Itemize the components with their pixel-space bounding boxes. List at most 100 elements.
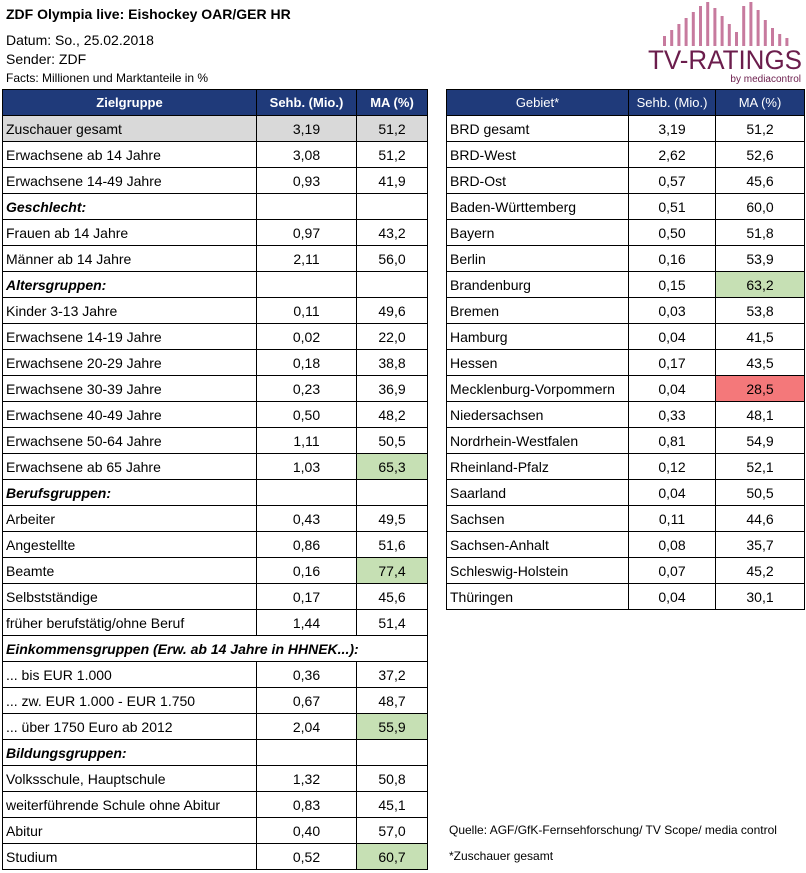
row-label: Brandenburg (446, 271, 629, 298)
market-share-cell: 45,2 (715, 557, 805, 584)
row-label: Erwachsene 30-39 Jahre (2, 375, 257, 402)
table-row: Selbstständige 0,17 45,6 (2, 583, 428, 610)
viewers-cell: 0,50 (256, 401, 357, 428)
viewers-cell: 0,11 (628, 505, 716, 532)
logo-bar (749, 2, 753, 46)
viewers-cell: 0,52 (256, 843, 357, 870)
market-share-cell: 57,0 (356, 817, 428, 844)
row-label: Erwachsene 40-49 Jahre (2, 401, 257, 428)
table-row: Arbeiter 0,43 49,5 (2, 505, 428, 532)
column-header-sehb: Sehb. (Mio.) (628, 89, 716, 116)
row-label: ... zw. EUR 1.000 - EUR 1.750 (2, 687, 257, 714)
viewers-cell: 1,11 (256, 427, 357, 454)
row-label: Nordrhein-Westfalen (446, 427, 629, 454)
market-share-cell: 28,5 (715, 375, 805, 402)
market-share-cell: 54,9 (715, 427, 805, 454)
table-row: Rheinland-Pfalz 0,12 52,1 (446, 453, 805, 480)
market-share-cell: 30,1 (715, 583, 805, 610)
market-share-cell: 38,8 (356, 349, 428, 376)
table-row: Erwachsene 14-49 Jahre 0,93 41,9 (2, 167, 428, 194)
table-row: Geschlecht: (2, 193, 428, 220)
row-label: Baden-Württemberg (446, 193, 629, 220)
row-label: BRD gesamt (446, 115, 629, 142)
row-label: Erwachsene ab 14 Jahre (2, 141, 257, 168)
table-row: Schleswig-Holstein 0,07 45,2 (446, 557, 805, 584)
row-label: ... über 1750 Euro ab 2012 (2, 713, 257, 740)
table-row: BRD-Ost 0,57 45,6 (446, 167, 805, 194)
market-share-cell (356, 271, 428, 298)
market-share-cell: 51,8 (715, 219, 805, 246)
market-share-cell: 44,6 (715, 505, 805, 532)
viewers-cell: 1,32 (256, 765, 357, 792)
market-share-cell: 48,2 (356, 401, 428, 428)
row-label: früher berufstätig/ohne Beruf (2, 609, 257, 636)
viewers-cell: 0,16 (628, 245, 716, 272)
table-row: Erwachsene 20-29 Jahre 0,18 38,8 (2, 349, 428, 376)
channel-line: Sender: ZDF (6, 51, 87, 67)
viewers-cell: 0,40 (256, 817, 357, 844)
column-header-ma: MA (%) (715, 89, 805, 116)
table-row: BRD-West 2,62 52,6 (446, 141, 805, 168)
market-share-cell: 50,8 (356, 765, 428, 792)
table-row: Nordrhein-Westfalen 0,81 54,9 (446, 427, 805, 454)
viewers-cell: 0,11 (256, 297, 357, 324)
table-row: Angestellte 0,86 51,6 (2, 531, 428, 558)
row-label: Erwachsene 14-49 Jahre (2, 167, 257, 194)
table-row: Erwachsene 14-19 Jahre 0,02 22,0 (2, 323, 428, 350)
table-row: Erwachsene ab 65 Jahre 1,03 65,3 (2, 453, 428, 480)
market-share-cell: 65,3 (356, 453, 428, 480)
viewers-cell: 2,62 (628, 141, 716, 168)
viewers-cell: 0,18 (256, 349, 357, 376)
table-row: weiterführende Schule ohne Abitur 0,83 45,… (2, 791, 428, 818)
viewers-cell: 0,16 (256, 557, 357, 584)
table-row: Hessen 0,17 43,5 (446, 349, 805, 376)
row-label: BRD-Ost (446, 167, 629, 194)
table-row: Bremen 0,03 53,8 (446, 297, 805, 324)
market-share-cell: 36,9 (356, 375, 428, 402)
table-row: Abitur 0,40 57,0 (2, 817, 428, 844)
report-title: ZDF Olympia live: Eishockey OAR/GER HR (6, 6, 291, 22)
table-row: Berufsgruppen: (2, 479, 428, 506)
market-share-cell: 35,7 (715, 531, 805, 558)
table-row: Erwachsene 50-64 Jahre 1,11 50,5 (2, 427, 428, 454)
market-share-cell: 49,5 (356, 505, 428, 532)
row-label: Sachsen (446, 505, 629, 532)
tv-ratings-logo: TV-RATINGS by mediacontrol (645, 2, 805, 86)
viewers-cell (256, 271, 357, 298)
logo-bar (756, 10, 760, 46)
table-row: Kinder 3-13 Jahre 0,11 49,6 (2, 297, 428, 324)
market-share-cell: 49,6 (356, 297, 428, 324)
market-share-cell: 63,2 (715, 271, 805, 298)
viewers-cell: 0,08 (628, 531, 716, 558)
row-label: Männer ab 14 Jahre (2, 245, 257, 272)
logo-bar (713, 8, 717, 46)
viewers-cell: 0,17 (628, 349, 716, 376)
row-label: Arbeiter (2, 505, 257, 532)
viewers-cell: 0,36 (256, 661, 357, 688)
logo-bar (684, 18, 688, 46)
viewers-cell: 0,12 (628, 453, 716, 480)
viewers-cell: 3,19 (628, 115, 716, 142)
table-row: Sachsen 0,11 44,6 (446, 505, 805, 532)
market-share-cell: 52,1 (715, 453, 805, 480)
row-label: Bayern (446, 219, 629, 246)
logo-bar (771, 28, 774, 46)
table-row: Erwachsene 30-39 Jahre 0,23 36,9 (2, 375, 428, 402)
logo-bar (742, 6, 746, 46)
logo-bar (663, 36, 666, 46)
row-label: Hamburg (446, 323, 629, 350)
section-heading: Altersgruppen: (2, 271, 257, 298)
logo-bar (670, 30, 674, 46)
market-share-cell: 48,1 (715, 401, 805, 428)
viewers-cell: 0,43 (256, 505, 357, 532)
table-row: früher berufstätig/ohne Beruf 1,44 51,4 (2, 609, 428, 636)
market-share-cell: 56,0 (356, 245, 428, 272)
market-share-cell: 50,5 (715, 479, 805, 506)
row-label: Bremen (446, 297, 629, 324)
row-label: Niedersachsen (446, 401, 629, 428)
row-label: Zuschauer gesamt (2, 115, 257, 142)
viewers-cell: 1,44 (256, 609, 357, 636)
svg-text:TV-RATINGS: TV-RATINGS (648, 45, 802, 75)
market-share-cell: 45,6 (356, 583, 428, 610)
table-row: Baden-Württemberg 0,51 60,0 (446, 193, 805, 220)
